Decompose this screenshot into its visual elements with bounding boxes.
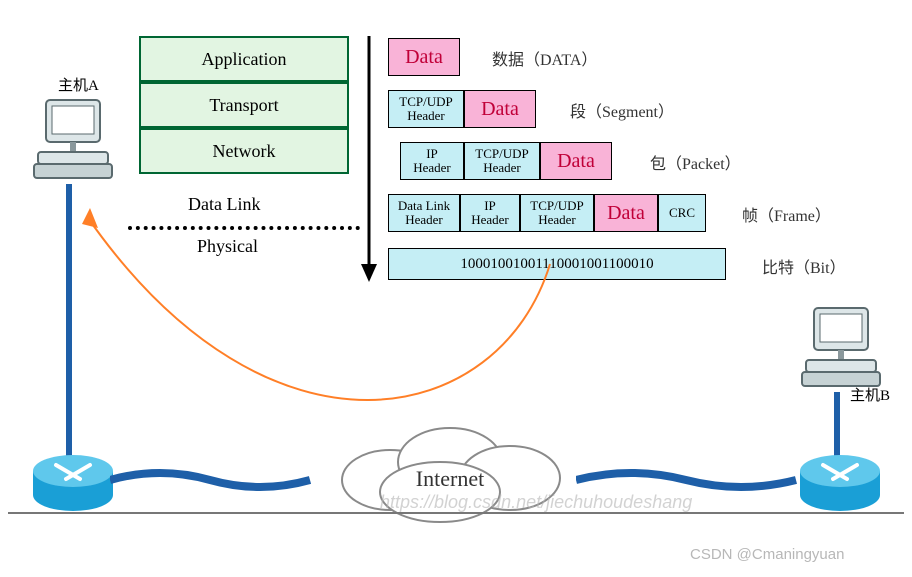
- pdu-data-cell-0: Data: [388, 38, 460, 76]
- router-right-icon: [795, 445, 885, 515]
- pdu-packet-cell-0: IP Header: [400, 142, 464, 180]
- cable-right: [576, 468, 801, 492]
- pdu-packet-cell-1: TCP/UDP Header: [464, 142, 540, 180]
- cloud-label: Internet: [416, 466, 484, 491]
- pdu-frame-caption: 帧（Frame）: [742, 202, 831, 226]
- pdu-packet-cell-2: Data: [540, 142, 612, 180]
- layer-network: Network: [139, 128, 349, 174]
- layer-application: Application: [139, 36, 349, 82]
- host-a-label: 主机A: [58, 74, 99, 95]
- host-b-icon: [796, 302, 886, 392]
- flow-arc-arrow: [70, 188, 590, 458]
- layer-transport: Transport: [139, 82, 349, 128]
- pdu-segment-cell-1: Data: [464, 90, 536, 128]
- host-a-icon: [28, 94, 118, 184]
- cable-left: [110, 468, 320, 492]
- pdu-segment-cell-0: TCP/UDP Header: [388, 90, 464, 128]
- pdu-packet-caption: 包（Packet）: [650, 150, 741, 174]
- pdu-bits-caption: 比特（Bit）: [762, 254, 846, 278]
- pdu-frame-cell-3: Data: [594, 194, 658, 232]
- layer-label: Application: [202, 49, 287, 70]
- watermark-credit: CSDN @Cmaningyuan: [690, 546, 844, 563]
- pdu-data-caption: 数据（DATA）: [492, 46, 597, 70]
- layer-label: Transport: [209, 95, 278, 116]
- pdu-segment-caption: 段（Segment）: [570, 98, 674, 122]
- layer-label: Network: [213, 141, 276, 162]
- watermark-url: https://blog.csdn.net/jiechuhoudeshang: [380, 492, 692, 513]
- pdu-frame-cell-4: CRC: [658, 194, 706, 232]
